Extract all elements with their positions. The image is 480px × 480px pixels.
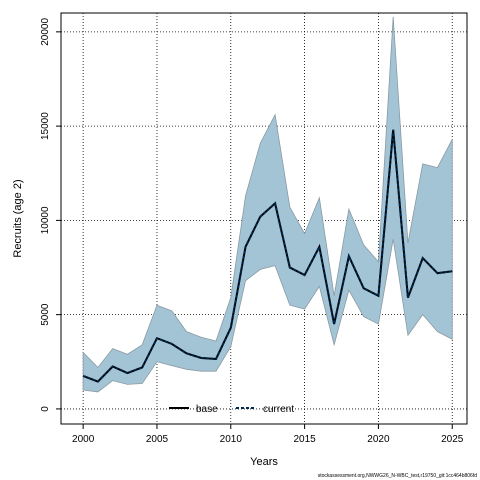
legend-label-current: current	[263, 404, 294, 415]
x-tick-label: 2020	[367, 434, 390, 445]
legend: base current	[169, 404, 294, 415]
x-axis-label: Years	[250, 456, 278, 468]
legend-label-base: base	[196, 404, 218, 415]
y-tick-label: 10000	[40, 206, 51, 234]
x-tick-label: 2025	[441, 434, 464, 445]
y-tick-label: 0	[40, 406, 51, 412]
y-tick-label: 20000	[40, 18, 51, 46]
y-axis-label: Recruits (age 2)	[12, 179, 24, 257]
confidence-band-layer	[82, 16, 453, 393]
y-axis: 0 5000 10000 15000 20000	[40, 18, 61, 412]
x-tick-label: 2015	[293, 434, 316, 445]
y-tick-label: 15000	[40, 112, 51, 140]
y-tick-label: 5000	[40, 303, 51, 326]
x-tick-label: 2010	[220, 434, 243, 445]
x-tick-label: 2005	[146, 434, 169, 445]
x-axis: 2000 2005 2010 2015 2020 2025	[72, 424, 464, 445]
footer-note: stockassessment.org,NWWG26_N-WBC_test,r1…	[318, 473, 477, 479]
plot-frame	[60, 12, 468, 425]
x-tick-label: 2000	[72, 434, 95, 445]
series-layer	[82, 129, 453, 383]
confidence-band	[82, 16, 453, 393]
series-line-current	[82, 129, 453, 383]
